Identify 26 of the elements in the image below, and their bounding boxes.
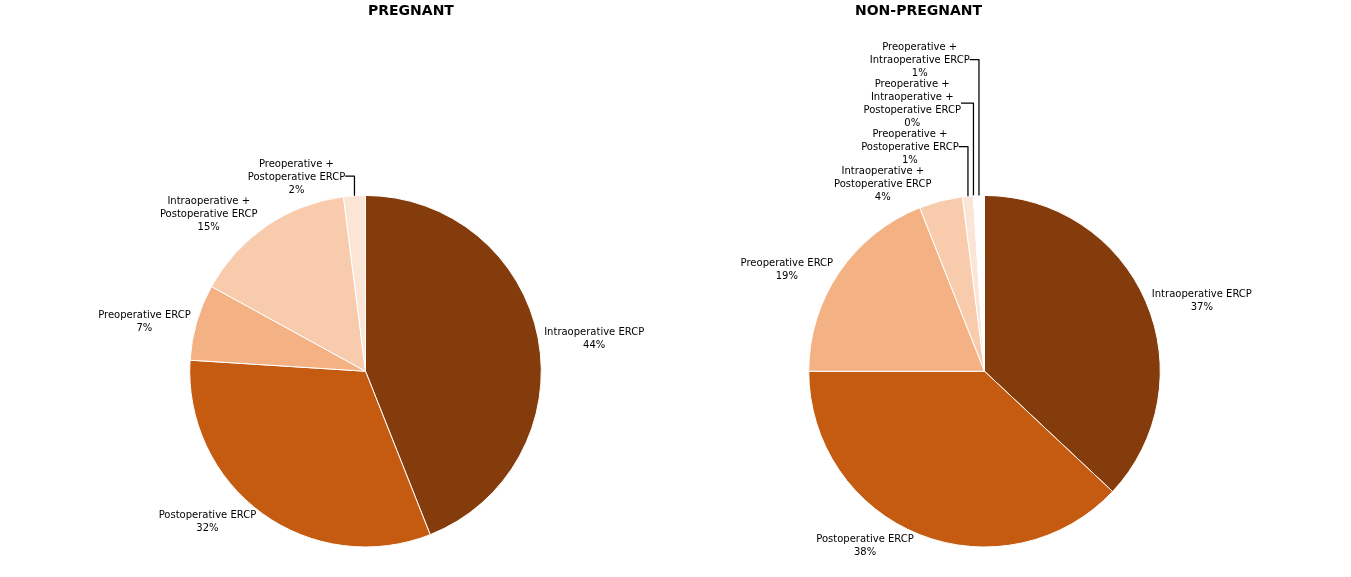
chart-title: PREGNANT xyxy=(368,2,455,18)
data-label: 38% xyxy=(853,546,877,558)
data-label: 1% xyxy=(911,67,928,79)
data-label: 2% xyxy=(288,183,305,195)
slice-label: Preoperative + Postoperative ERCP xyxy=(247,157,346,182)
chart-title: NON-PREGNANT xyxy=(855,2,983,18)
slice-label: Intraoperative + Postoperative ERCP xyxy=(834,165,932,190)
text: 0% xyxy=(904,117,921,129)
slice-label: Intraoperative + Postoperative ERCP xyxy=(159,194,258,219)
category-label: Preoperative + Intraoperative + Postoperative ERCP xyxy=(863,78,961,116)
data-label: 4% xyxy=(874,191,891,203)
data-label: 19% xyxy=(775,269,798,281)
slice-label: Preoperative ERCP xyxy=(740,256,834,268)
data-label: 37% xyxy=(1190,300,1213,312)
data-label: 32% xyxy=(196,522,219,534)
slice-label: Preoperative + Intraoperative ERCP xyxy=(869,41,970,66)
data-label: 15% xyxy=(197,220,220,232)
data-label: 7% xyxy=(136,322,153,334)
slice-label: Intraoperative ERCP xyxy=(544,325,645,337)
slice-label: Intraoperative ERCP xyxy=(1151,287,1252,299)
slice-label: Preoperative ERCP xyxy=(98,309,191,321)
data-label: 1% xyxy=(902,154,918,166)
slice-label: Preoperative + Postoperative ERCP xyxy=(861,128,959,153)
slice-label: Postoperative ERCP xyxy=(816,533,914,545)
data-label: 44% xyxy=(583,338,606,350)
slice-label: Postoperative ERCP xyxy=(158,509,257,521)
